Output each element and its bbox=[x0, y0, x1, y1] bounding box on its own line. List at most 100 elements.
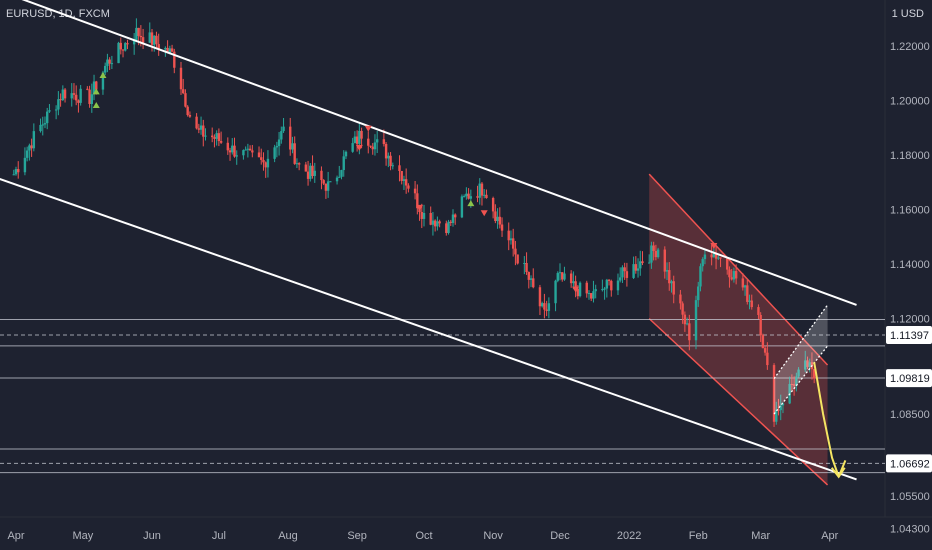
candle-body bbox=[587, 293, 591, 295]
candle-body bbox=[344, 151, 348, 157]
candle-body bbox=[402, 179, 406, 181]
candle-body bbox=[525, 263, 528, 273]
candle-body bbox=[329, 181, 332, 183]
candle-body bbox=[233, 145, 236, 157]
candle-body bbox=[90, 94, 94, 104]
candle-body bbox=[761, 335, 765, 349]
candle-body bbox=[636, 268, 640, 271]
candle-body bbox=[59, 99, 62, 101]
candle-body bbox=[103, 65, 107, 73]
candle-body bbox=[121, 49, 125, 51]
candle-body bbox=[685, 323, 689, 325]
candle-body bbox=[641, 261, 644, 264]
candle-body bbox=[72, 93, 76, 95]
candle-body bbox=[781, 403, 785, 406]
x-tick-label: Oct bbox=[415, 530, 432, 542]
projection-path bbox=[813, 362, 840, 478]
candle-body bbox=[320, 170, 323, 181]
candle-body bbox=[228, 150, 232, 153]
candle-body bbox=[182, 89, 185, 94]
candle-body bbox=[668, 270, 671, 284]
candle-body bbox=[416, 193, 419, 209]
candle-body bbox=[373, 142, 377, 150]
candle-body bbox=[326, 181, 330, 191]
candle-body bbox=[235, 155, 238, 157]
x-tick-label: Apr bbox=[821, 530, 838, 542]
buy-signal-marker bbox=[92, 88, 100, 95]
candle-body bbox=[491, 197, 495, 212]
candle-body bbox=[226, 142, 230, 151]
candle-body bbox=[572, 281, 575, 284]
candle-body bbox=[766, 352, 769, 366]
candle-body bbox=[135, 27, 138, 41]
candle-body bbox=[246, 148, 250, 150]
candle-body bbox=[304, 164, 308, 172]
candle-body bbox=[86, 88, 89, 90]
candle-body bbox=[734, 271, 738, 279]
candle-body bbox=[23, 157, 27, 173]
candle-body bbox=[280, 131, 283, 140]
candle-body bbox=[538, 287, 542, 307]
candle-body bbox=[342, 156, 345, 171]
candle-body bbox=[750, 300, 753, 308]
candle-body bbox=[217, 133, 221, 142]
x-tick-label: May bbox=[72, 530, 93, 542]
sell-signal-marker bbox=[480, 210, 488, 217]
candle-body bbox=[547, 303, 551, 311]
candle-body bbox=[375, 139, 379, 143]
sell-signal-marker bbox=[364, 125, 372, 132]
candle-body bbox=[469, 196, 473, 199]
x-tick-label: 2022 bbox=[617, 530, 641, 542]
candle-body bbox=[759, 314, 762, 336]
buy-signal-marker bbox=[99, 71, 107, 78]
candle-body bbox=[694, 300, 698, 341]
candle-body bbox=[732, 271, 736, 280]
candle-body bbox=[199, 125, 203, 130]
candle-body bbox=[371, 146, 374, 150]
candle-body bbox=[170, 48, 174, 52]
candle-body bbox=[132, 40, 136, 45]
candle-body bbox=[202, 125, 205, 137]
candle-body bbox=[264, 162, 267, 168]
candle-body bbox=[578, 282, 582, 297]
candle-body bbox=[79, 88, 82, 103]
x-tick-label: Nov bbox=[483, 530, 503, 542]
candle-body bbox=[730, 277, 733, 280]
price-label-box bbox=[886, 369, 932, 388]
candle-body bbox=[277, 139, 281, 147]
candle-body bbox=[32, 131, 36, 149]
candle-body bbox=[507, 230, 510, 241]
candle-body bbox=[632, 264, 635, 278]
candle-body bbox=[54, 109, 58, 111]
projection-hook bbox=[837, 460, 847, 478]
candle-body bbox=[262, 159, 265, 163]
candle-body bbox=[48, 110, 51, 112]
candle-body bbox=[656, 249, 660, 258]
candle-body bbox=[291, 143, 294, 150]
candle-body bbox=[106, 59, 109, 66]
x-tick-label: Dec bbox=[550, 530, 570, 542]
candle-body bbox=[527, 272, 530, 280]
candle-body bbox=[70, 93, 73, 99]
x-tick-label: Feb bbox=[689, 530, 708, 542]
candle-body bbox=[621, 267, 624, 278]
candle-body bbox=[792, 384, 796, 386]
candle-body bbox=[141, 37, 145, 43]
candle-body bbox=[289, 126, 292, 150]
candle-body bbox=[746, 285, 749, 302]
candle-body bbox=[779, 405, 782, 411]
candle-body bbox=[757, 307, 760, 315]
candle-body bbox=[41, 124, 44, 126]
candle-body bbox=[672, 281, 675, 295]
currency-label: 1 USD bbox=[891, 8, 924, 20]
candle-body bbox=[126, 43, 129, 45]
candle-body bbox=[179, 67, 183, 90]
candle-body bbox=[436, 221, 439, 227]
candle-body bbox=[763, 348, 767, 353]
candle-body bbox=[74, 94, 78, 101]
candle-body bbox=[153, 35, 156, 45]
candle-body bbox=[251, 150, 254, 153]
candle-body bbox=[532, 278, 535, 288]
